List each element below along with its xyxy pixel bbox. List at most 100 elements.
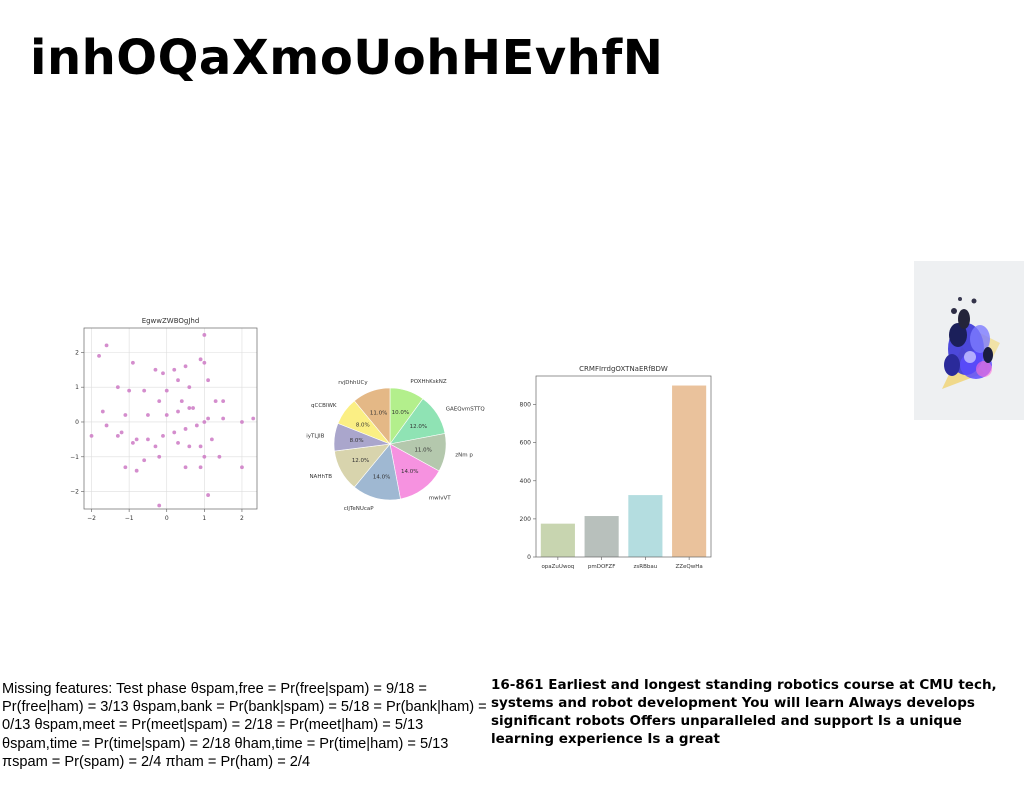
- pie-chart: 10.0% POXHhKskNZ 12.0% GAEQvmSTTQ 11.0% zNm p…: [306, 338, 496, 548]
- scatter-point: [161, 371, 165, 376]
- pie-slice-label: iyTLJIB: [306, 434, 324, 440]
- pie-slice-label: zNm p: [455, 452, 473, 458]
- scatter-point: [183, 427, 188, 431]
- scatter-point: [127, 388, 132, 393]
- bar-title: CRMFIrrdgOXTNaERfBDW: [579, 365, 668, 373]
- scatter-point: [251, 416, 256, 421]
- pie-slice-label: rvjDhhUCy: [338, 380, 368, 386]
- scatter-ytick-label: 1: [75, 384, 79, 391]
- scatter-point: [97, 353, 101, 358]
- scatter-point: [123, 465, 128, 470]
- scatter-point: [206, 493, 211, 497]
- scatter-point: [191, 406, 195, 410]
- flower-image: [914, 261, 1024, 420]
- scatter-chart: EgwwZWBOgJhd −2 −1 0 1 2 −2 −1 0 1 2: [60, 312, 280, 544]
- pie-pct-label: 8.0%: [350, 438, 364, 444]
- pie-pct-label: 11.0%: [414, 447, 431, 453]
- scatter-point: [161, 434, 165, 438]
- scatter-point: [142, 388, 147, 393]
- pie-slice: [353, 387, 391, 445]
- bar-category-label: opaZuUwoq: [541, 564, 574, 570]
- bar-category-label: pmDOFZF: [588, 564, 616, 570]
- pie-pct-label: 11.0%: [370, 410, 387, 416]
- body-text-right: 16-861 Earliest and longest standing rob…: [491, 677, 997, 747]
- scatter-point: [130, 440, 135, 445]
- pie-pct-label: 8.0%: [356, 422, 370, 428]
- scatter-ytick-label: 2: [75, 349, 79, 356]
- scatter-point: [123, 413, 128, 417]
- bar-ytick-label: 200: [520, 516, 532, 523]
- scatter-point: [130, 360, 135, 365]
- scatter-point: [183, 364, 188, 369]
- pie-pct-label: 14.0%: [373, 475, 390, 481]
- scatter-point: [153, 444, 158, 449]
- scatter-point: [153, 367, 158, 372]
- bar-ytick-label: 400: [520, 478, 532, 485]
- pie-pct-label: 12.0%: [410, 424, 427, 430]
- scatter-xtick-label: −1: [125, 515, 134, 522]
- scatter-point: [202, 333, 207, 337]
- bar-ytick-label: 600: [520, 440, 532, 447]
- scatter-point: [221, 416, 226, 421]
- scatter-point: [183, 465, 188, 470]
- body-text-left: Missing features: Test phase θspam,free …: [2, 681, 487, 770]
- scatter-point: [134, 437, 139, 442]
- scatter-point: [187, 444, 192, 449]
- scatter-point: [104, 423, 109, 428]
- scatter-point: [240, 465, 244, 470]
- slide-title: inhOQaXmoUohHEvhfN: [30, 30, 664, 86]
- scatter-point: [194, 423, 199, 428]
- pie-slice-label: cIjTeNUcaP: [344, 506, 375, 512]
- scatter-point: [142, 458, 147, 463]
- pie-slice-label: qCCBlWK: [311, 403, 337, 409]
- scatter-point: [172, 367, 177, 372]
- scatter-point: [198, 444, 203, 449]
- scatter-point: [115, 385, 120, 390]
- scatter-point: [198, 465, 203, 470]
- pie-slice-label: GAEQvmSTTQ: [446, 407, 486, 413]
- bar: [540, 523, 575, 557]
- scatter-point: [146, 437, 150, 442]
- scatter-point: [157, 399, 162, 403]
- scatter-point: [89, 434, 94, 438]
- scatter-ytick-label: −2: [70, 489, 79, 496]
- scatter-point: [157, 454, 162, 459]
- scatter-point: [213, 399, 218, 403]
- scatter-point: [119, 430, 124, 435]
- scatter-ytick-label: 0: [75, 419, 79, 426]
- bar: [672, 385, 707, 557]
- bar: [628, 495, 663, 557]
- pie-pct-label: 12.0%: [352, 458, 369, 464]
- bar-chart: CRMFIrrdgOXTNaERfBDW 0 200 400 600 800 opaZuUw…: [508, 360, 720, 575]
- flower-illustration: [914, 261, 1024, 420]
- scatter-point: [198, 357, 203, 362]
- scatter-point: [164, 388, 169, 393]
- bar-ytick-label: 800: [520, 402, 532, 409]
- scatter-point: [176, 440, 180, 445]
- scatter-point: [176, 409, 180, 414]
- bar-ytick-label: 0: [527, 554, 531, 561]
- scatter-ytick-label: −1: [70, 454, 79, 461]
- scatter-frame: [83, 327, 258, 510]
- pie-pct-label: 10.0%: [392, 410, 409, 416]
- scatter-point: [202, 420, 207, 424]
- scatter-point: [100, 409, 105, 414]
- scatter-xtick-label: −2: [87, 515, 96, 522]
- scatter-point: [179, 399, 184, 403]
- scatter-point: [104, 343, 109, 348]
- bar-category-label: zsRBbau: [634, 564, 658, 570]
- pie-pct-label: 14.0%: [401, 469, 418, 475]
- pie-slice-label: POXHhKskNZ: [410, 379, 446, 385]
- pie-slice-label: NAHhTB: [309, 474, 332, 480]
- scatter-point: [202, 454, 207, 459]
- scatter-point: [206, 416, 211, 421]
- scatter-point: [221, 399, 226, 403]
- scatter-point: [187, 406, 192, 410]
- scatter-point: [115, 434, 120, 438]
- bar-category-label: ZZeQwHa: [675, 564, 702, 570]
- scatter-point: [146, 413, 150, 417]
- scatter-xtick-label: 1: [202, 515, 206, 522]
- bar-frame: [535, 375, 712, 558]
- scatter-title: EgwwZWBOgJhd: [142, 317, 200, 325]
- pie-svg: 10.0% POXHhKskNZ 12.0% GAEQvmSTTQ 11.0% zNm p…: [306, 379, 486, 512]
